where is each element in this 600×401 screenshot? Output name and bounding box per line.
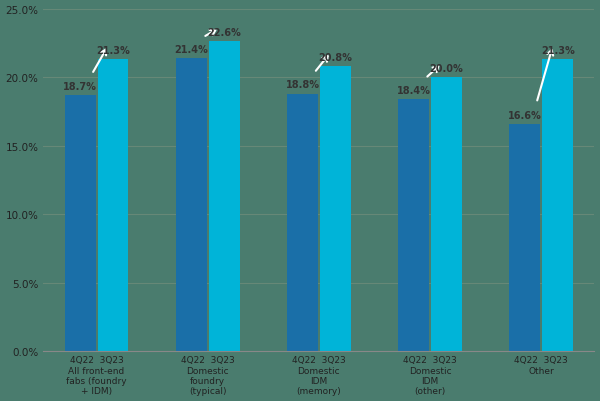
Text: 20.8%: 20.8% <box>319 53 352 63</box>
Bar <box>398 100 429 351</box>
Text: 20.0%: 20.0% <box>430 64 463 74</box>
Text: 18.8%: 18.8% <box>286 80 319 90</box>
Text: 22.6%: 22.6% <box>208 28 241 38</box>
Text: 18.4%: 18.4% <box>397 86 431 95</box>
Bar <box>176 59 207 351</box>
Bar <box>98 60 128 351</box>
Bar <box>509 124 541 351</box>
Bar <box>287 94 318 351</box>
Text: 18.7%: 18.7% <box>63 81 97 91</box>
Text: 21.4%: 21.4% <box>175 45 208 55</box>
Bar <box>542 60 573 351</box>
Text: 21.3%: 21.3% <box>96 46 130 56</box>
Text: 21.3%: 21.3% <box>541 46 575 56</box>
Bar <box>209 43 239 351</box>
Bar <box>65 95 95 351</box>
Bar <box>320 67 351 351</box>
Bar <box>431 78 462 351</box>
Text: 16.6%: 16.6% <box>508 110 542 120</box>
